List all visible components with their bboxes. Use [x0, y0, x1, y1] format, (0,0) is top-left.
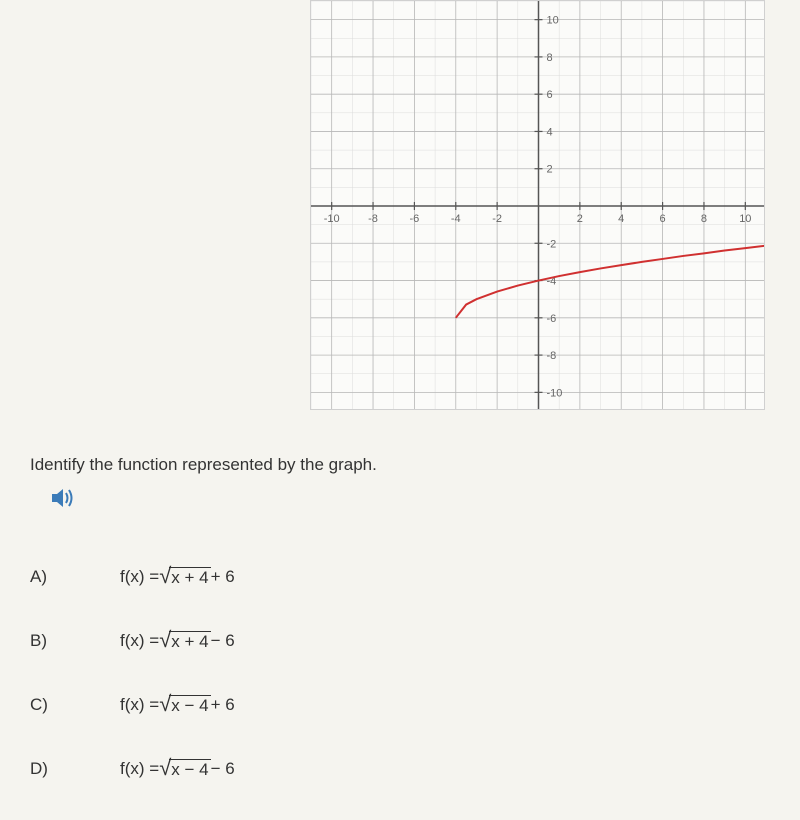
svg-text:-8: -8 [368, 213, 378, 225]
coordinate-graph: -10-8-6-4-2246810108642-2-4-6-8-10 [310, 0, 765, 410]
svg-text:2: 2 [547, 164, 553, 176]
option-d[interactable]: D) f(x) = √ x − 4 − 6 [30, 756, 770, 782]
svg-text:-2: -2 [547, 238, 557, 250]
svg-text:6: 6 [660, 213, 666, 225]
svg-text:-6: -6 [410, 213, 420, 225]
audio-icon[interactable] [50, 487, 76, 514]
option-c[interactable]: C) f(x) = √ x − 4 + 6 [30, 692, 770, 718]
svg-text:8: 8 [547, 52, 553, 64]
option-label: C) [30, 695, 120, 715]
option-formula: f(x) = √ x − 4 − 6 [120, 756, 235, 782]
svg-text:-10: -10 [324, 213, 340, 225]
svg-text:-8: -8 [547, 350, 557, 362]
svg-text:6: 6 [547, 89, 553, 101]
svg-text:10: 10 [547, 15, 559, 27]
svg-text:8: 8 [701, 213, 707, 225]
svg-text:-2: -2 [492, 213, 502, 225]
option-formula: f(x) = √ x + 4 + 6 [120, 564, 235, 590]
option-b[interactable]: B) f(x) = √ x + 4 − 6 [30, 628, 770, 654]
option-formula: f(x) = √ x − 4 + 6 [120, 692, 235, 718]
graph-svg: -10-8-6-4-2246810108642-2-4-6-8-10 [311, 1, 764, 409]
option-label: B) [30, 631, 120, 651]
question-text: Identify the function represented by the… [30, 455, 770, 475]
svg-text:-6: -6 [547, 313, 557, 325]
svg-text:2: 2 [577, 213, 583, 225]
option-label: D) [30, 759, 120, 779]
svg-text:4: 4 [618, 213, 624, 225]
svg-text:10: 10 [739, 213, 751, 225]
options-list: A) f(x) = √ x + 4 + 6 B) f(x) = √ x + 4 … [30, 564, 770, 782]
question-section: Identify the function represented by the… [30, 455, 770, 820]
option-label: A) [30, 567, 120, 587]
svg-text:-10: -10 [547, 387, 563, 399]
option-formula: f(x) = √ x + 4 − 6 [120, 628, 235, 654]
svg-text:4: 4 [547, 126, 553, 138]
option-a[interactable]: A) f(x) = √ x + 4 + 6 [30, 564, 770, 590]
svg-text:-4: -4 [451, 213, 461, 225]
